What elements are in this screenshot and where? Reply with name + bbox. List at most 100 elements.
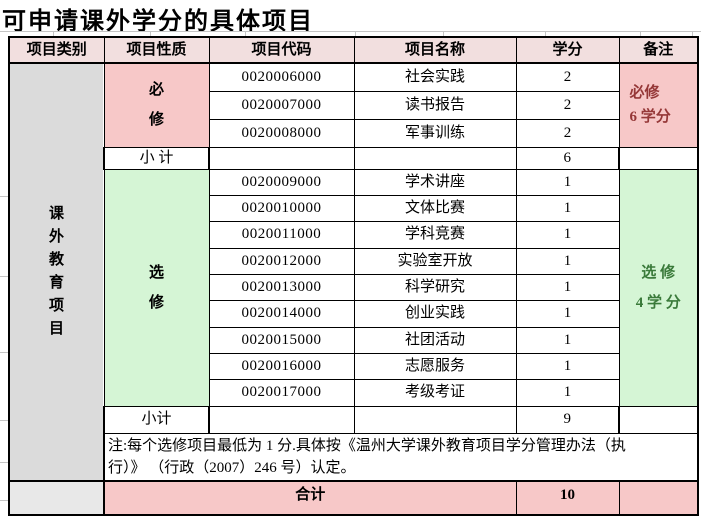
gridline-dash [0,462,8,463]
name-cell: 学术讲座 [353,168,517,196]
header-cell-nature: 项目性质 [103,36,210,64]
gridline-horizontal [0,31,701,32]
gridline-tick [150,31,151,36]
table-row: 0020016000 志愿服务 1 [9,352,698,380]
table-row: 0020008000 军事训练 2 [9,118,698,148]
code-cell: 0020007000 [208,90,355,120]
gridline-dash [0,352,8,353]
code-cell: 0020015000 [208,326,355,354]
credit-cell: 1 [515,326,620,354]
gridline-tick [355,31,356,36]
code-cell: 0020014000 [208,299,355,328]
table-row: 选修 0020009000 学术讲座 1 选 修 4 学 分 [9,168,699,407]
empty-cell [353,405,517,434]
header-row: 项目类别 项目性质 项目代码 项目名称 学分 备注 [8,36,699,64]
header-cell-code: 项目代码 [208,36,355,64]
subtotal-value-cell: 9 [515,405,620,434]
note-line2: 行）》 （行政（2007）246 号）认定。 [108,459,356,476]
table-row: 0020012000 实验室开放 1 [9,247,698,275]
code-cell: 0020016000 [208,352,355,380]
empty-cell [618,405,699,434]
credit-cell: 1 [515,273,620,301]
empty-cell [618,479,699,515]
subtotal-row-elective: 小计 9 [9,405,699,434]
total-value-cell: 10 [515,479,620,515]
gridline-tick [443,31,444,36]
note-cell: 注:每个选修项目最低为 1 分.具体按《温州大学课外教育项目学分管理办法（执 行… [103,432,699,482]
credit-cell: 2 [515,90,620,120]
code-cell: 0020009000 [208,168,355,196]
name-cell: 读书报告 [353,90,517,120]
category-vertical-label: 课外教育项目 [48,205,64,337]
credit-cell: 1 [515,194,620,222]
gridline-dash [0,196,8,197]
gridline-dash [0,276,8,277]
required-remark-line2: 6 学分 [629,109,671,126]
gridline-tick [692,31,693,36]
code-cell: 0020006000 [208,62,355,92]
header-cell-credit: 学分 [515,36,620,64]
required-label-cell: 必修 [103,62,210,148]
table-row: 课外教育项目 必修 0020006000 社会实践 2 必修 6 学分 [8,62,699,481]
total-category-cell [8,479,105,515]
table-row: 0020013000 科学研究 1 [9,273,698,301]
total-label-cell: 合计 [103,479,517,515]
code-cell: 0020013000 [208,273,355,301]
credit-cell: 1 [515,247,620,275]
name-cell: 科学研究 [353,273,517,301]
name-cell: 创业实践 [353,299,517,328]
name-cell: 文体比赛 [353,194,517,222]
elective-remark-cell: 选 修 4 学 分 [618,168,699,407]
elective-label-cell: 选修 [103,168,210,407]
category-cell: 课外教育项目 [8,62,105,481]
credit-cell: 2 [515,118,620,148]
empty-cell [208,405,355,434]
credit-cell: 1 [515,299,620,328]
credit-cell: 1 [515,352,620,380]
note-line1: 注:每个选修项目最低为 1 分.具体按《温州大学课外教育项目学分管理办法（执 [108,437,626,454]
table-row: 0020017000 考级考证 1 [9,378,698,407]
required-remark-cell: 必修 6 学分 [618,62,699,148]
gridline-tick [245,31,246,36]
code-cell: 0020010000 [208,194,355,222]
gridline-dash [0,420,8,421]
credits-table: 项目类别 项目性质 项目代码 项目名称 学分 备注 课外教育项目 必修 0020… [8,36,699,516]
gridline-tick [640,31,641,36]
gridline-tick [545,31,546,36]
credit-cell: 1 [515,378,620,407]
name-cell: 考级考证 [353,378,517,407]
subtotal-label-cell: 小 计 [103,146,210,170]
subtotal-value-cell: 6 [515,146,620,170]
empty-cell [618,146,699,170]
name-cell: 社会实践 [353,62,517,92]
table-row: 0020011000 学科竞赛 1 [9,220,698,249]
code-cell: 0020011000 [208,220,355,249]
subtotal-row-required: 小 计 6 [9,146,699,170]
page-title: 可申请课外学分的具体项目 [2,8,314,35]
elective-remark-line2: 4 学 分 [635,294,681,311]
table-row: 0020014000 创业实践 1 [9,299,698,328]
table-row: 0020010000 文体比赛 1 [9,194,698,222]
header-cell-category: 项目类别 [8,36,105,64]
empty-cell [208,146,355,170]
code-cell: 0020008000 [208,118,355,148]
note-row: 注:每个选修项目最低为 1 分.具体按《温州大学课外教育项目学分管理办法（执 行… [9,432,699,482]
subtotal-label-cell: 小计 [103,405,210,434]
grand-total-row: 合计 10 [8,479,699,515]
empty-cell [353,146,517,170]
credit-cell: 2 [515,62,620,92]
code-cell: 0020017000 [208,378,355,407]
credit-cell: 1 [515,168,620,196]
gridline-dash [0,500,8,501]
code-cell: 0020012000 [208,247,355,275]
name-cell: 志愿服务 [353,352,517,380]
name-cell: 实验室开放 [353,247,517,275]
name-cell: 社团活动 [353,326,517,354]
elective-remark-line1: 选 修 [641,264,676,281]
required-remark-line1: 必修 [629,85,660,102]
header-cell-remark: 备注 [618,36,699,64]
gridline-tick [53,31,54,36]
header-cell-name: 项目名称 [353,36,517,64]
credit-cell: 1 [515,220,620,249]
name-cell: 军事训练 [353,118,517,148]
